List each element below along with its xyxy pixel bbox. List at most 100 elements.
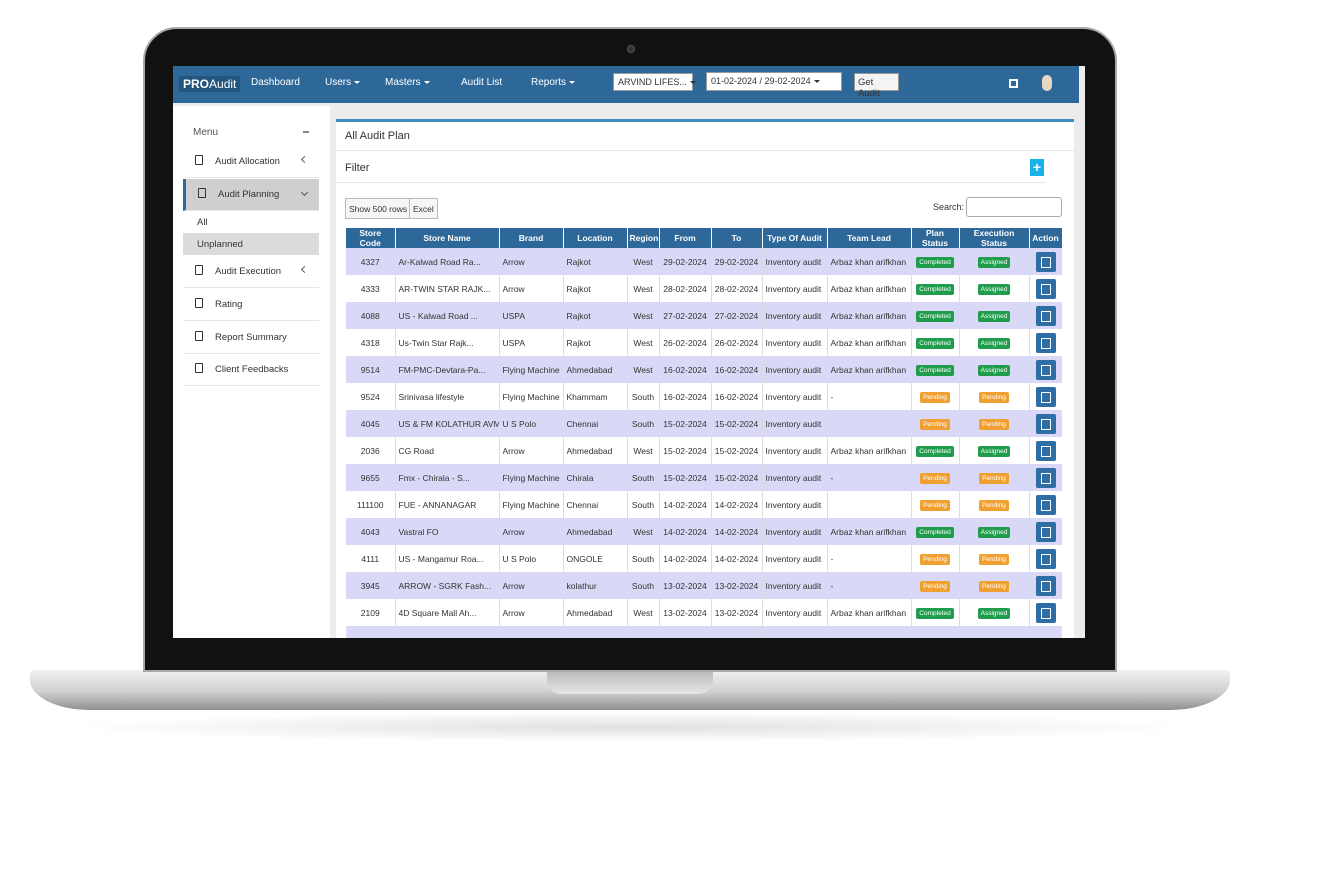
column-header[interactable]: Region [627, 228, 660, 248]
action-button[interactable] [1035, 359, 1056, 380]
search-input[interactable] [966, 197, 1062, 217]
table-cell: Arbaz khan arifkhan [827, 275, 912, 302]
action-button[interactable] [1035, 386, 1056, 407]
action-button[interactable] [1035, 467, 1056, 488]
column-header[interactable]: To [711, 228, 763, 248]
sidebar-item[interactable]: Audit Allocation [183, 146, 319, 178]
table-cell: 15-02-2024 [659, 464, 712, 491]
sidebar-subitem[interactable]: Unplanned [183, 233, 319, 255]
table-cell: Pending [911, 572, 960, 599]
sidebar-item[interactable]: Client Feedbacks [183, 354, 319, 386]
nav-item[interactable]: Users [325, 77, 361, 88]
cell-text: Ar-Kalwad Road Ra... [398, 256, 481, 267]
cell-text: 16-02-2024 [714, 391, 759, 402]
sidebar-item[interactable]: Report Summary [183, 322, 319, 354]
table-cell: Arbaz khan arifkhan [827, 329, 912, 356]
column-header[interactable]: Plan Status [911, 228, 960, 248]
action-button[interactable] [1035, 332, 1056, 353]
sidebar-label: Report Summary [215, 332, 287, 343]
status-badge: Completed [916, 364, 954, 376]
nav-item[interactable]: Audit List [461, 77, 503, 88]
cell-text: AR-TWIN STAR RAJK... [398, 283, 491, 294]
table-cell: 2036 [346, 437, 396, 464]
collapse-icon[interactable] [303, 131, 309, 133]
divider [336, 150, 1074, 151]
table-cell: Inventory audit [762, 356, 828, 383]
action-button[interactable] [1035, 494, 1056, 515]
column-header[interactable]: Brand [499, 228, 564, 248]
sidebar-item[interactable]: Audit Planning [183, 179, 319, 211]
status-badge: Pending [979, 499, 1009, 511]
store-select[interactable]: ARVIND LIFES... [613, 73, 696, 91]
column-header[interactable]: Location [563, 228, 628, 248]
cell-text: 29-02-2024 [714, 256, 759, 267]
action-button[interactable] [1035, 251, 1056, 272]
column-header[interactable]: Team Lead [827, 228, 912, 248]
table-cell: 13-02-2024 [711, 572, 763, 599]
date-range[interactable]: 01-02-2024 / 29-02-2024 [706, 72, 842, 91]
show-rows-button[interactable]: Show 500 rows [345, 198, 412, 219]
column-header[interactable]: Store Code [346, 228, 396, 248]
table-cell: 15-02-2024 [711, 410, 763, 437]
cell-text: South [631, 499, 655, 510]
sidebar-label: Client Feedbacks [215, 364, 289, 375]
table-cell: West [627, 248, 660, 275]
cell-text: kolathur [566, 580, 597, 591]
table-cell: 16-02-2024 [711, 383, 763, 410]
nav-label: Users [325, 77, 352, 88]
action-button[interactable] [1035, 305, 1056, 326]
table-cell: 26-02-2024 [659, 329, 712, 356]
action-button[interactable] [1035, 440, 1056, 461]
cell-text: USPA [502, 310, 526, 321]
sidebar-label: Audit Planning [218, 189, 280, 200]
cell-text: West [633, 526, 653, 537]
table-row-partial [346, 626, 1062, 638]
sidebar-subitem[interactable]: All [183, 211, 319, 233]
menu-title: Menu [193, 127, 219, 138]
screen: PROAudit Dashboard Users Masters Audit L… [173, 66, 1085, 638]
sidebar-item[interactable]: Audit Execution [183, 256, 319, 288]
table-cell: Inventory audit [762, 248, 828, 275]
status-badge: Pending [920, 580, 950, 592]
column-header[interactable]: From [659, 228, 712, 248]
cell-text: Chennai [566, 499, 599, 510]
cell-text: 26-02-2024 [663, 337, 707, 348]
action-button[interactable] [1035, 521, 1056, 542]
action-button[interactable] [1035, 413, 1056, 434]
column-header[interactable]: Execution Status [959, 228, 1030, 248]
cell-text: 9514 [360, 364, 380, 375]
nav-item[interactable]: Masters [385, 77, 430, 88]
table-cell: Chennai [563, 491, 628, 518]
table-row: 9655 Fmx - Chirala - S... Flying Machine Ch… [346, 464, 1062, 491]
cell-text: Flying Machine [502, 364, 560, 375]
action-button[interactable] [1035, 548, 1056, 569]
brand[interactable]: PROAudit [179, 76, 241, 92]
column-header[interactable]: Store Name [395, 228, 500, 248]
nav-item[interactable]: Dashboard [251, 77, 300, 88]
add-filter-button[interactable]: + [1030, 159, 1044, 176]
table-cell [563, 626, 628, 638]
action-button[interactable] [1035, 278, 1056, 299]
cell-text: Vastral FO [398, 526, 439, 537]
column-header[interactable]: Action [1029, 228, 1062, 248]
cell-text: Flying Machine [502, 391, 560, 402]
action-cell [1029, 275, 1062, 302]
nav-item[interactable]: Reports [531, 77, 576, 88]
cell-text: 3945 [360, 580, 380, 591]
table-cell: Pending [911, 383, 960, 410]
select-text: ARVIND LIFES... [618, 77, 687, 87]
table-row: 4043 Vastral FO Arrow Ahmedabad West 14-02-20… [346, 518, 1062, 545]
table-cell: Khammam [563, 383, 628, 410]
navbar: PROAudit Dashboard Users Masters Audit L… [173, 66, 1079, 103]
excel-button[interactable]: Excel [409, 198, 438, 219]
table-cell: Pending [959, 572, 1030, 599]
table-cell: U S Polo [499, 545, 564, 572]
sidebar-item[interactable]: Rating [183, 289, 319, 321]
get-audit-button[interactable]: Get Audit [854, 73, 899, 99]
action-button[interactable] [1035, 602, 1056, 623]
avatar[interactable] [1042, 75, 1052, 91]
column-header[interactable]: Type Of Audit [762, 228, 828, 248]
calendar-icon[interactable] [1009, 79, 1018, 88]
action-button[interactable] [1035, 575, 1056, 596]
action-cell [1029, 356, 1062, 383]
